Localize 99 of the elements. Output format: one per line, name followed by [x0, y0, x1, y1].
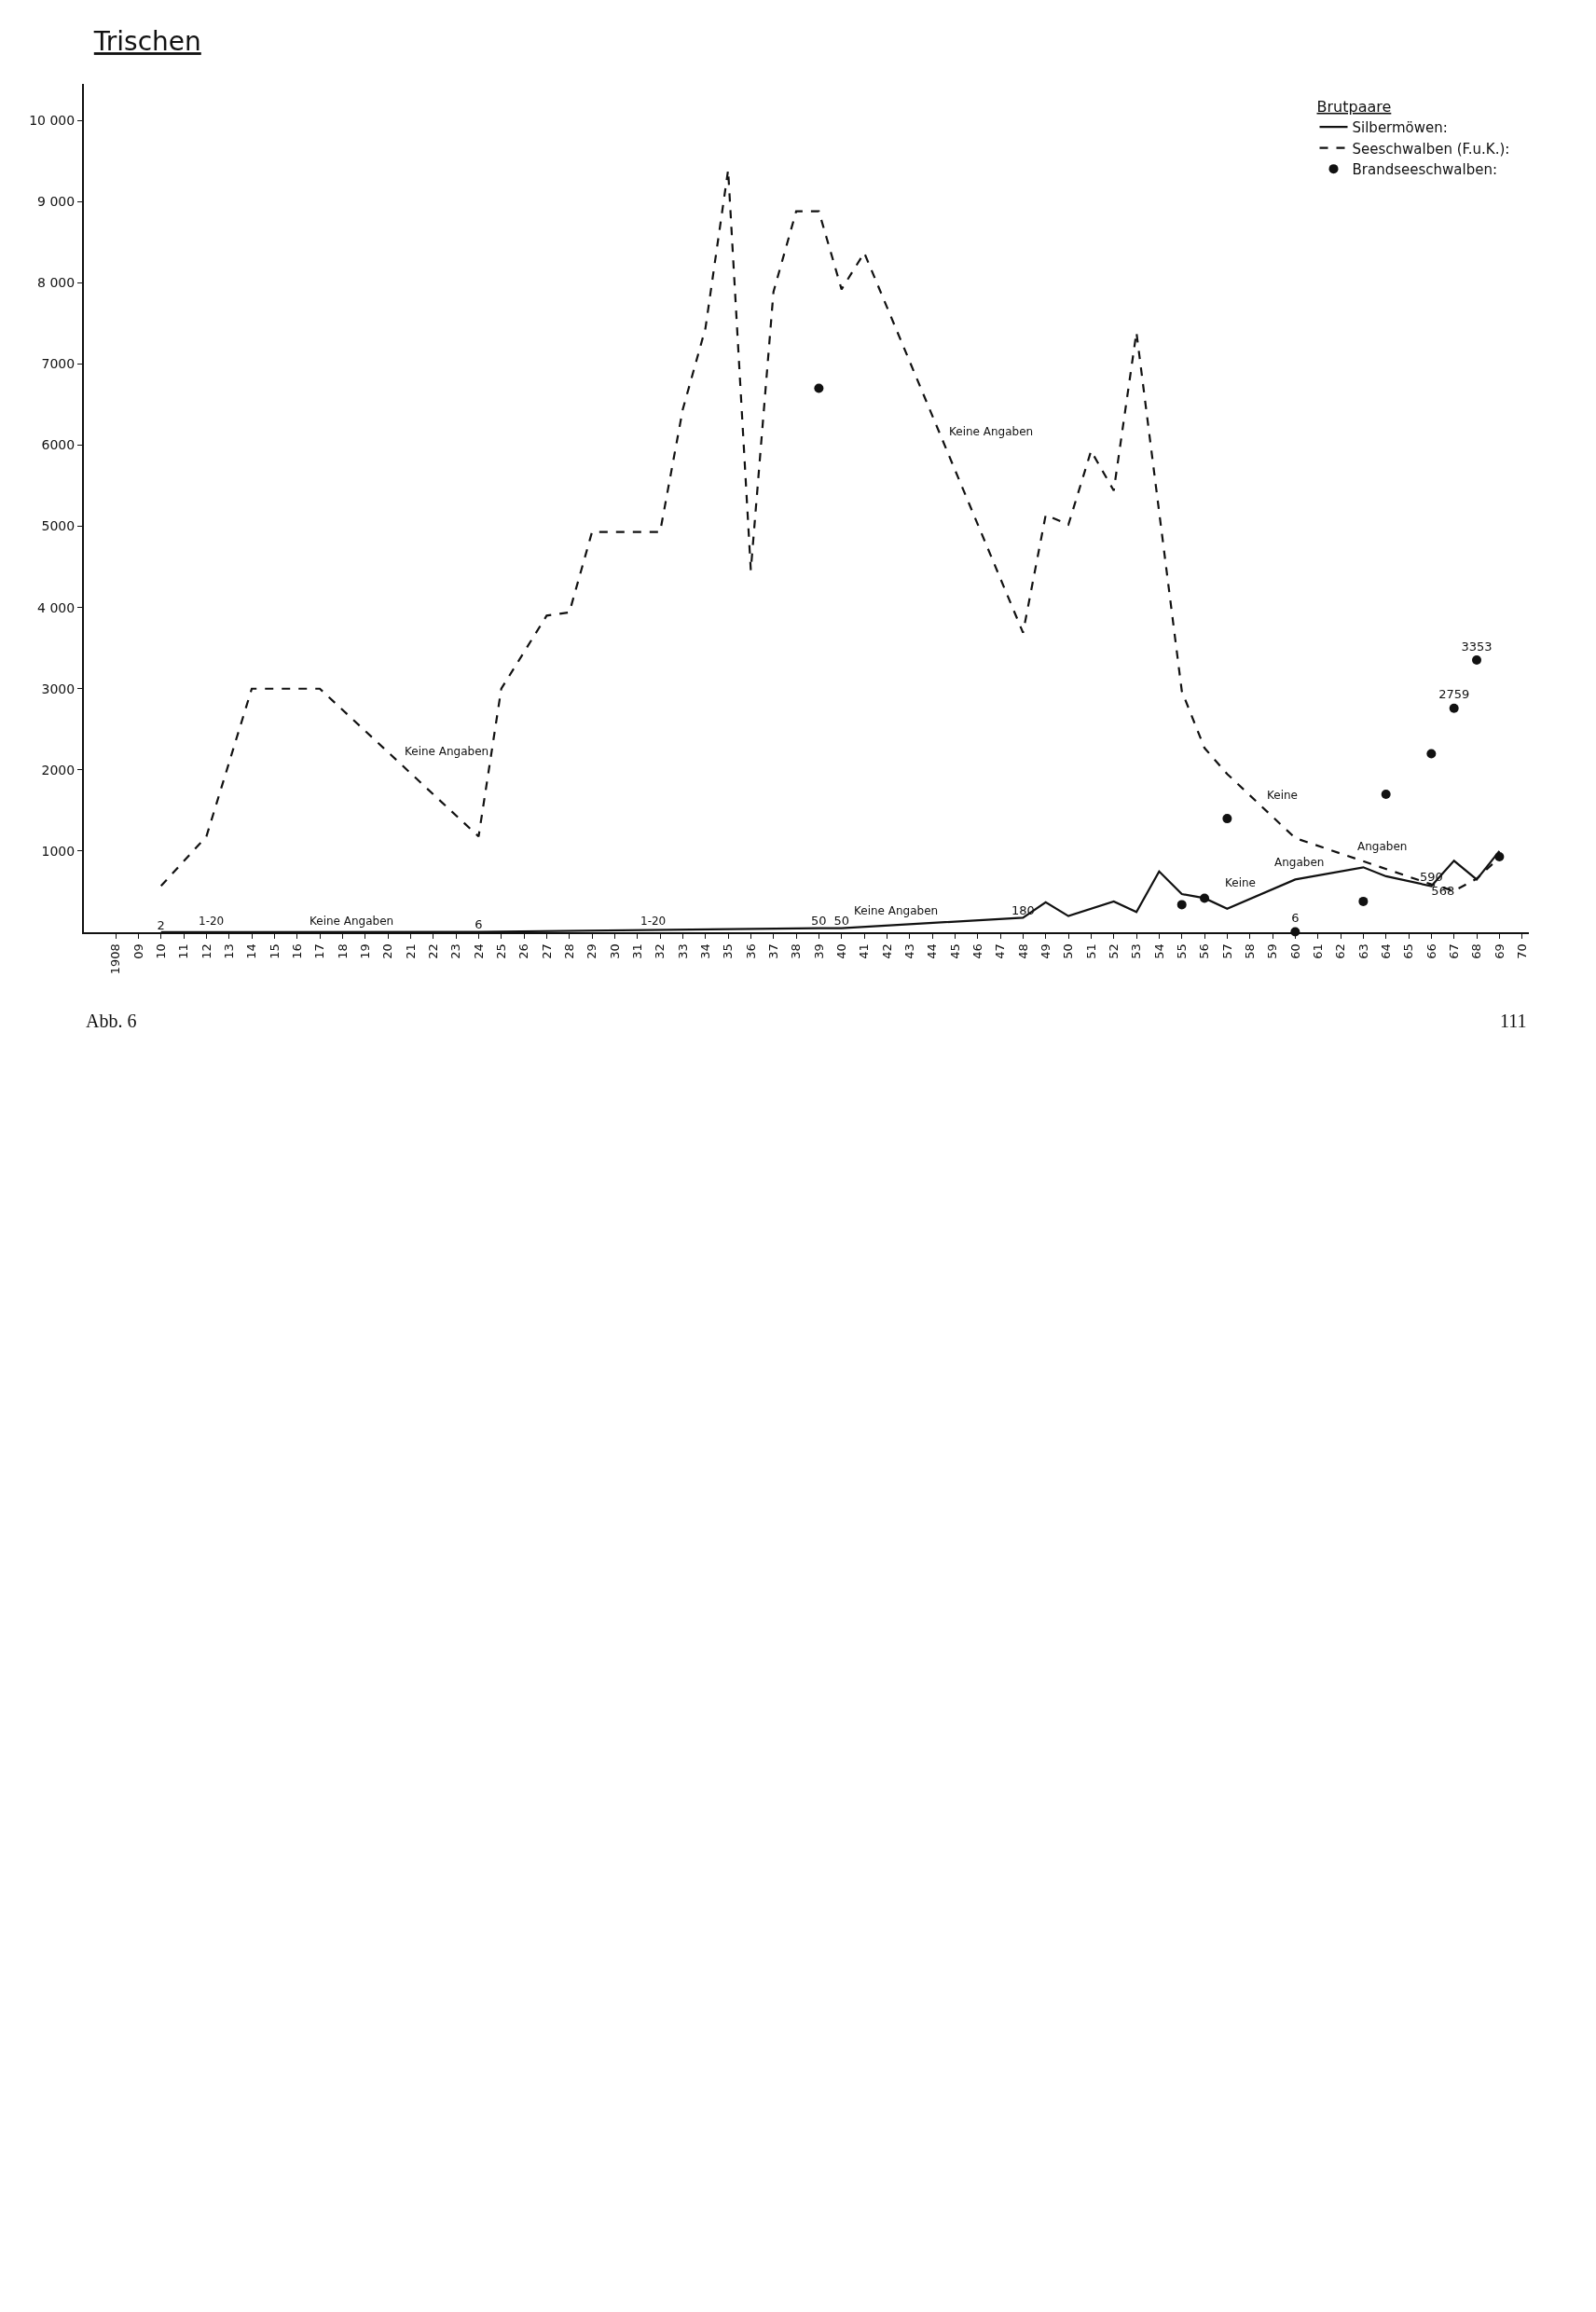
x-tick-label: 18 [335, 943, 350, 959]
x-tick-label: 23 [448, 943, 463, 959]
x-tick-label: 30 [607, 943, 622, 959]
x-tick-label: 35 [721, 943, 736, 959]
y-tick-label: 6000 [41, 437, 76, 453]
data-label: 3353 [1461, 639, 1493, 654]
data-label: 6 [1291, 910, 1300, 925]
x-tick-label: 69 [1492, 943, 1507, 959]
data-label: 50 [811, 914, 827, 929]
x-tick-label: 19 [357, 943, 372, 959]
x-tick-label: 09 [131, 943, 145, 959]
x-tick-label: 12 [199, 943, 213, 959]
annotation: Keine Angaben [949, 425, 1034, 438]
y-tick-label: 2000 [41, 762, 76, 778]
annotation: Keine Angaben [854, 904, 939, 917]
x-tick-label: 50 [1061, 943, 1076, 959]
x-tick-label: 37 [765, 943, 780, 959]
x-tick-label: 61 [1310, 943, 1325, 959]
x-tick-label: 13 [221, 943, 236, 959]
x-tick-label: 57 [1219, 943, 1234, 959]
annotation: 1-20 [199, 915, 225, 928]
annotation: Keine Angaben [310, 915, 394, 928]
x-tick-label: 38 [789, 943, 804, 959]
x-tick-label: 36 [743, 943, 758, 959]
x-tick-label: 46 [970, 943, 984, 959]
x-tick-label: 26 [516, 943, 531, 959]
x-tick-label: 32 [653, 943, 667, 959]
legend-label: Seeschwalben (F.u.K.): [1352, 140, 1510, 158]
data-label: 2759 [1438, 687, 1470, 702]
y-tick-label: 5000 [41, 518, 76, 534]
x-tick-label: 70 [1514, 943, 1529, 959]
x-tick-label: 24 [471, 943, 486, 959]
x-tick-label: 17 [312, 943, 327, 959]
data-label: 6 [475, 917, 483, 932]
x-tick-label: 29 [585, 943, 599, 959]
annotation: Keine [1225, 876, 1256, 889]
x-tick-label: 65 [1401, 943, 1416, 959]
x-tick-label: 39 [811, 943, 826, 959]
y-tick-label: 3000 [41, 681, 76, 696]
x-tick-label: 64 [1378, 943, 1393, 959]
x-tick-label: 1908 [108, 943, 123, 975]
x-tick-label: 20 [380, 943, 395, 959]
chart-title: Trischen [92, 26, 201, 58]
y-tick-label: 8 000 [37, 275, 76, 291]
y-tick-label: 10 000 [29, 113, 76, 129]
x-tick-label: 52 [1106, 943, 1121, 959]
x-tick-label: 31 [629, 943, 644, 959]
x-tick-label: 33 [675, 943, 690, 959]
legend-title: Brutpaare [1316, 97, 1392, 116]
legend-label: Brandseeschwalben: [1352, 161, 1497, 178]
x-tick-label: 25 [493, 943, 508, 959]
y-tick-label: 7000 [41, 356, 76, 372]
data-label: 180 [1011, 903, 1035, 918]
caption: Abb. 6 [86, 1011, 137, 1031]
x-tick-label: 27 [539, 943, 554, 959]
x-tick-label: 49 [1038, 943, 1053, 959]
data-label: 50 [833, 914, 849, 929]
x-tick-label: 16 [289, 943, 304, 959]
x-tick-label: 21 [403, 943, 418, 959]
legend-label: Silbermöwen: [1352, 119, 1448, 136]
x-tick-label: 10 [153, 943, 168, 959]
annotation: 1-20 [640, 915, 667, 928]
x-tick-label: 53 [1129, 943, 1144, 959]
x-tick-label: 44 [925, 943, 940, 959]
x-tick-label: 41 [857, 943, 872, 959]
x-tick-label: 54 [1151, 943, 1166, 959]
x-tick-label: 59 [1265, 943, 1280, 959]
y-tick-label: 4 000 [37, 599, 76, 615]
text: 111 [1500, 1011, 1527, 1031]
x-tick-label: 42 [879, 943, 894, 959]
x-tick-label: 45 [947, 943, 962, 959]
x-tick-label: 47 [993, 943, 1008, 959]
y-tick-label: 1000 [41, 843, 76, 859]
annotation: Angaben [1357, 840, 1408, 853]
x-tick-label: 63 [1355, 943, 1370, 959]
annotation: Angaben [1274, 856, 1325, 869]
x-tick-label: 56 [1197, 943, 1212, 959]
x-tick-label: 11 [176, 943, 191, 959]
x-tick-label: 67 [1446, 943, 1461, 959]
x-tick-label: 34 [697, 943, 712, 959]
annotation: Keine Angaben [405, 745, 489, 758]
x-tick-label: 48 [1015, 943, 1030, 959]
x-tick-label: 14 [244, 943, 259, 959]
x-tick-label: 58 [1242, 943, 1257, 959]
x-tick-label: 55 [1174, 943, 1189, 959]
annotation: Keine [1267, 789, 1298, 802]
x-tick-label: 51 [1083, 943, 1098, 959]
x-tick-label: 62 [1333, 943, 1348, 959]
data-label: 2 [157, 917, 165, 932]
x-tick-label: 68 [1469, 943, 1484, 959]
x-tick-label: 43 [901, 943, 916, 959]
data-label: 568 [1431, 884, 1455, 899]
x-tick-label: 60 [1287, 943, 1302, 959]
x-tick-label: 22 [425, 943, 440, 959]
y-tick-label: 9 000 [37, 194, 76, 210]
x-tick-label: 40 [833, 943, 848, 959]
x-tick-label: 15 [267, 943, 282, 959]
x-tick-label: 28 [561, 943, 576, 959]
x-tick-label: 66 [1424, 943, 1438, 959]
